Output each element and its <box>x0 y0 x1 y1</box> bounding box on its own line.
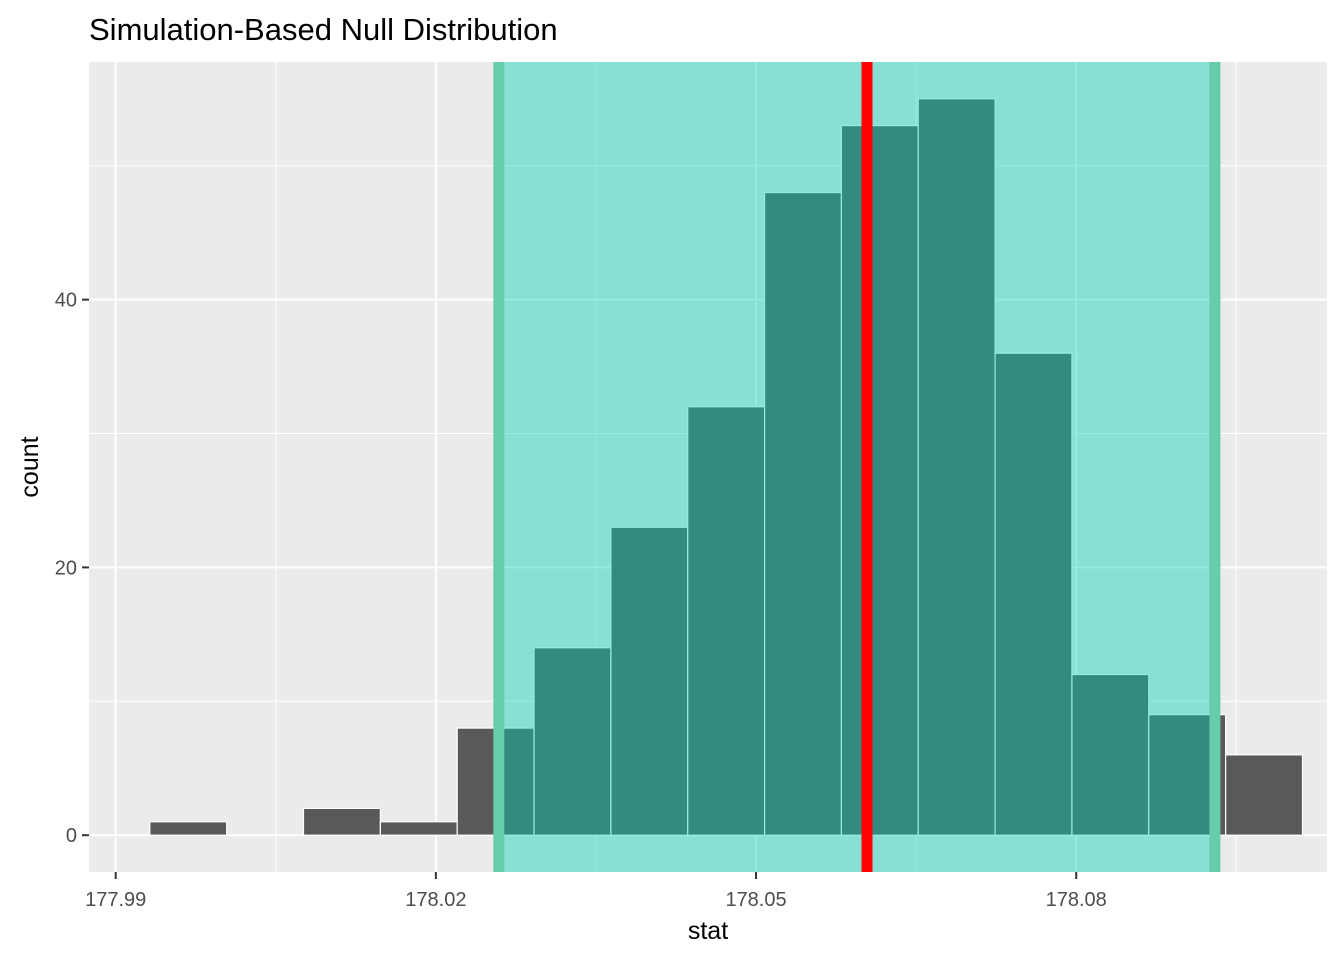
reference-lines <box>493 62 1221 872</box>
histogram-bar <box>763 191 843 836</box>
shaded-interval-region <box>498 62 1215 872</box>
histogram-bar <box>994 352 1073 836</box>
histogram-bar <box>379 821 458 836</box>
histogram-bar <box>610 526 689 836</box>
histogram-bar <box>533 647 612 836</box>
x-tick-label: 178.02 <box>405 889 466 911</box>
histogram-bar <box>302 807 381 836</box>
x-tick-label: 178.08 <box>1046 889 1107 911</box>
histogram-bar <box>1071 673 1150 836</box>
histogram-bars <box>149 98 1304 836</box>
x-axis: 177.99 178.02 178.05 178.08 <box>85 872 1107 911</box>
y-axis: 0 20 40 <box>55 290 89 847</box>
histogram-bar <box>1225 754 1304 836</box>
y-tick-label: 40 <box>55 290 77 312</box>
y-tick-label: 20 <box>55 557 77 579</box>
x-tick-label: 178.05 <box>725 889 786 911</box>
histogram-bar <box>917 98 996 836</box>
histogram-bar <box>840 124 919 836</box>
y-tick-label: 0 <box>66 825 77 847</box>
x-axis-title: stat <box>688 917 728 945</box>
histogram-bar <box>687 406 766 836</box>
histogram-bar <box>149 821 228 836</box>
x-tick-label: 177.99 <box>85 889 146 911</box>
y-axis-title: count <box>16 436 44 497</box>
chart-title: Simulation-Based Null Distribution <box>89 12 558 47</box>
confidence-interval-shade <box>498 62 1215 872</box>
